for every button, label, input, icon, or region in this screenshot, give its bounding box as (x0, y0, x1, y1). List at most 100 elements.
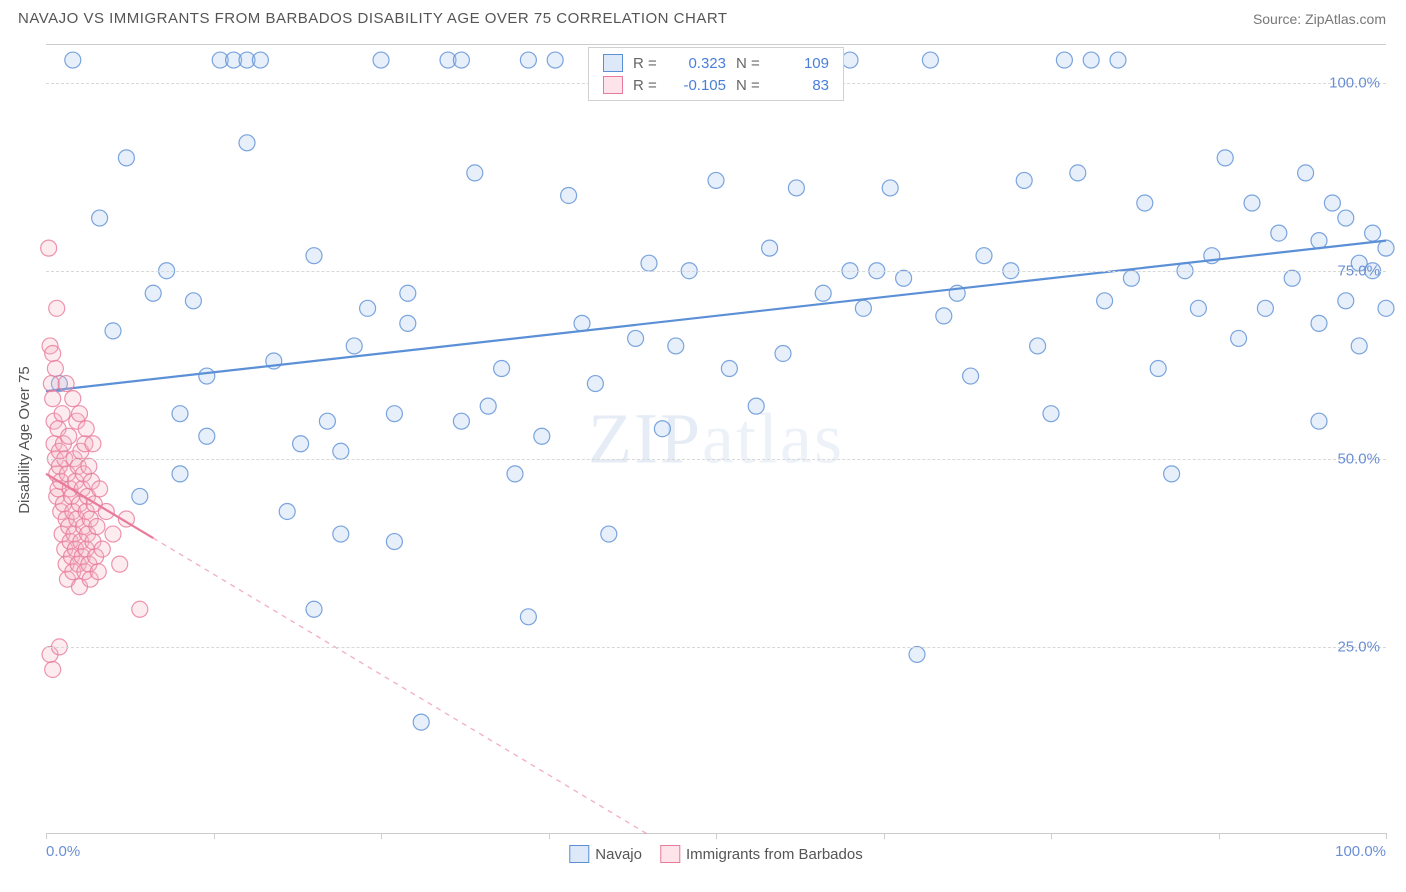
data-point (54, 406, 70, 422)
data-point (896, 270, 912, 286)
chart-title: NAVAJO VS IMMIGRANTS FROM BARBADOS DISAB… (18, 10, 728, 27)
gridline (46, 459, 1386, 460)
x-tick (1219, 833, 1220, 839)
x-tick (884, 833, 885, 839)
data-point (668, 338, 684, 354)
data-point (65, 391, 81, 407)
trend-line-extrapolated (153, 538, 649, 835)
data-point (1284, 270, 1300, 286)
data-point (1110, 52, 1126, 68)
data-point (400, 315, 416, 331)
data-point (815, 285, 831, 301)
data-point (628, 330, 644, 346)
data-point (373, 52, 389, 68)
data-point (1164, 466, 1180, 482)
r-label: R = (633, 55, 661, 72)
x-axis-max-label: 100.0% (1335, 843, 1386, 860)
data-point (708, 172, 724, 188)
data-point (45, 391, 61, 407)
data-point (762, 240, 778, 256)
data-point (49, 300, 65, 316)
x-axis-min-label: 0.0% (46, 843, 80, 860)
data-point (90, 564, 106, 580)
n-value: 109 (774, 55, 829, 72)
stats-row: R =-0.105N =83 (603, 74, 829, 96)
data-point (145, 285, 161, 301)
data-point (65, 52, 81, 68)
data-point (922, 52, 938, 68)
source-label: Source: (1253, 11, 1301, 27)
n-value: 83 (774, 77, 829, 94)
data-point (654, 421, 670, 437)
source-attribution: Source: ZipAtlas.com (1253, 11, 1386, 27)
data-point (1097, 293, 1113, 309)
data-point (561, 187, 577, 203)
data-point (199, 428, 215, 444)
gridline (46, 647, 1386, 648)
data-point (45, 661, 61, 677)
legend-label: Immigrants from Barbados (686, 846, 863, 863)
data-point (641, 255, 657, 271)
data-point (92, 481, 108, 497)
data-point (842, 52, 858, 68)
data-point (1190, 300, 1206, 316)
data-point (132, 488, 148, 504)
data-point (453, 413, 469, 429)
data-point (41, 240, 57, 256)
r-value: -0.105 (671, 77, 726, 94)
data-point (47, 361, 63, 377)
data-point (855, 300, 871, 316)
data-point (346, 338, 362, 354)
data-point (1257, 300, 1273, 316)
data-point (507, 466, 523, 482)
data-point (520, 52, 536, 68)
n-label: N = (736, 55, 764, 72)
data-point (534, 428, 550, 444)
data-point (94, 541, 110, 557)
y-tick-label: 100.0% (1329, 74, 1380, 91)
data-point (400, 285, 416, 301)
x-tick (1051, 833, 1052, 839)
data-point (775, 345, 791, 361)
data-point (976, 248, 992, 264)
data-point (1311, 233, 1327, 249)
data-point (1070, 165, 1086, 181)
legend-swatch (569, 845, 589, 863)
legend-swatch (603, 54, 623, 72)
scatter-svg (46, 45, 1386, 833)
data-point (1338, 293, 1354, 309)
data-point (494, 361, 510, 377)
r-value: 0.323 (671, 55, 726, 72)
data-point (306, 601, 322, 617)
data-point (1311, 315, 1327, 331)
gridline (46, 271, 1386, 272)
source-link[interactable]: ZipAtlas.com (1305, 11, 1386, 27)
legend-swatch (603, 76, 623, 94)
data-point (92, 210, 108, 226)
y-tick-label: 50.0% (1337, 450, 1380, 467)
data-point (1030, 338, 1046, 354)
data-point (239, 135, 255, 151)
data-point (1056, 52, 1072, 68)
data-point (520, 609, 536, 625)
data-point (453, 52, 469, 68)
y-tick-label: 75.0% (1337, 262, 1380, 279)
data-point (279, 503, 295, 519)
data-point (601, 526, 617, 542)
data-point (1123, 270, 1139, 286)
data-point (360, 300, 376, 316)
data-point (1150, 361, 1166, 377)
data-point (185, 293, 201, 309)
data-point (936, 308, 952, 324)
data-point (882, 180, 898, 196)
data-point (58, 376, 74, 392)
data-point (1365, 225, 1381, 241)
data-point (480, 398, 496, 414)
data-point (85, 436, 101, 452)
r-label: R = (633, 77, 661, 94)
stats-row: R = 0.323 N = 109 (603, 52, 829, 74)
series-legend: NavajoImmigrants from Barbados (569, 845, 862, 863)
data-point (319, 413, 335, 429)
data-point (45, 345, 61, 361)
data-point (89, 519, 105, 535)
